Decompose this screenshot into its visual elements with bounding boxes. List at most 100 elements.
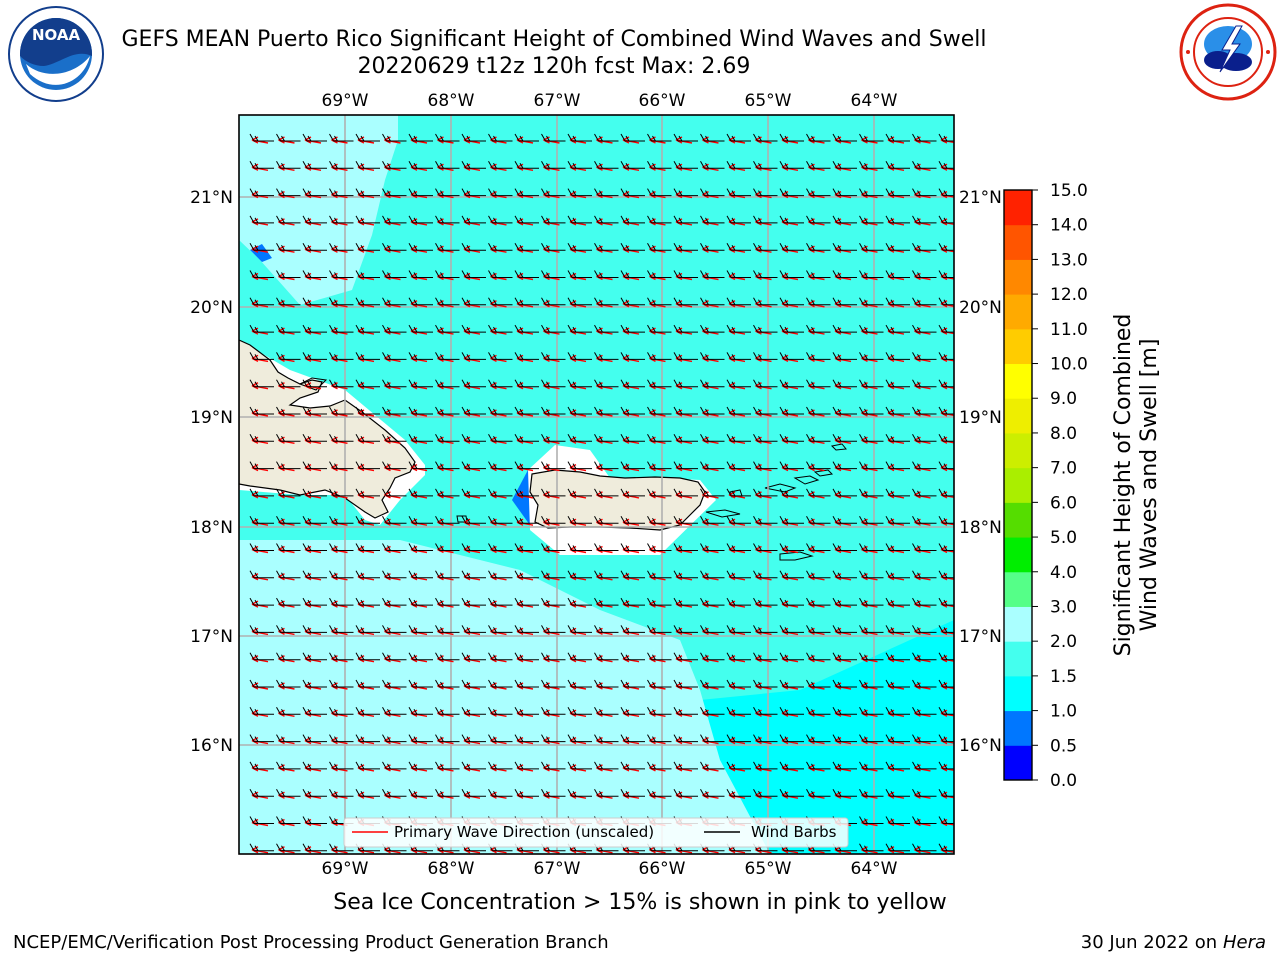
colorbar-swatch [1004, 502, 1032, 538]
wind-barb [249, 570, 274, 579]
wind-barb [779, 297, 804, 306]
wind-barb [726, 133, 751, 142]
wind-barb [673, 188, 698, 197]
wind-barb [779, 434, 804, 442]
wind-barb [488, 215, 513, 224]
colorbar-swatch [1004, 467, 1032, 503]
wind-barb [329, 270, 354, 278]
lon-label-top: 68°W [428, 91, 475, 111]
wind-barb [673, 242, 698, 251]
wind-barb [594, 597, 619, 606]
wind-barb [382, 761, 407, 770]
wind-barb [435, 270, 460, 278]
wind-barb [700, 352, 725, 360]
colorbar-tick-label: 1.5 [1050, 667, 1077, 687]
colorbar-tick-label: 8.0 [1050, 424, 1077, 444]
wind-barb [779, 788, 804, 797]
wind-barb [779, 215, 804, 224]
wind-barb [567, 652, 592, 661]
wind-barb [249, 679, 274, 688]
wind-barb [753, 270, 778, 278]
wind-barb [382, 188, 407, 197]
wind-barb [594, 734, 619, 743]
wind-barb [329, 734, 354, 743]
lat-label-right: 17°N [959, 627, 1002, 647]
wind-barb [461, 215, 486, 224]
wind-barb [620, 461, 645, 470]
wind-barb [779, 133, 804, 142]
wind-barb [620, 515, 645, 524]
lon-label-top: 67°W [534, 91, 581, 111]
wind-barb [620, 488, 645, 497]
colorbar-title-line1: Significant Height of Combined [1111, 314, 1136, 657]
wind-barb [620, 625, 645, 633]
wind-barb [726, 188, 751, 197]
wind-barb [355, 488, 380, 497]
wind-barb [938, 324, 954, 333]
wind-barb [488, 161, 513, 169]
wind-barb [435, 406, 460, 415]
wind-barb [567, 297, 592, 306]
wind-barb [779, 242, 804, 251]
wind-barb [938, 816, 954, 824]
wind-barb [912, 406, 937, 415]
wind-barb [382, 297, 407, 306]
sea-deep-spot-1 [250, 244, 272, 262]
wind-barb [567, 707, 592, 715]
wind-barb [355, 707, 380, 715]
wind-barb [276, 379, 301, 388]
wind-barb [594, 242, 619, 251]
wind-barb [700, 434, 725, 442]
wind-barb [408, 515, 433, 524]
wind-barb [938, 679, 954, 688]
wind-barb [302, 761, 327, 770]
wind-barb [912, 679, 937, 688]
sea-deep-spot-3 [512, 470, 532, 528]
wind-barb [329, 597, 354, 606]
island-anegada [830, 443, 847, 451]
colorbar-swatch [1004, 432, 1032, 469]
wind-barb [885, 379, 910, 388]
wind-barb [302, 242, 327, 251]
wind-barb [753, 379, 778, 388]
wind-barb [408, 161, 433, 169]
wind-barb [302, 679, 327, 688]
wind-barb [647, 406, 672, 415]
wind-barb [329, 625, 354, 633]
wind-barb [753, 352, 778, 360]
wind-barb [620, 297, 645, 306]
wind-barb [726, 788, 751, 797]
wind-barb [567, 679, 592, 688]
wind-barb [673, 488, 698, 497]
wind-barb [541, 515, 566, 524]
wind-barb [488, 788, 513, 797]
wind-barb [355, 625, 380, 633]
wind-barb [249, 297, 274, 306]
wind-barb [541, 406, 566, 415]
wind-barb [329, 297, 354, 306]
wind-barb [514, 133, 539, 142]
island-st-thomas [764, 483, 797, 493]
wind-barb [382, 352, 407, 360]
wind-barb [435, 543, 460, 551]
wind-barb [832, 761, 857, 770]
wind-barb [806, 625, 831, 633]
wind-barb [541, 788, 566, 797]
lat-labels-right: 21°N 20°N 19°N 18°N 17°N 16°N [959, 188, 1002, 756]
wind-barb [435, 652, 460, 661]
wind-barb [488, 270, 513, 278]
lon-label-bottom: 64°W [851, 859, 898, 879]
wind-barb [249, 816, 274, 824]
wind-barb [859, 188, 884, 197]
colorbar-tick-label: 7.0 [1050, 459, 1077, 479]
wind-barb [726, 761, 751, 770]
wind-barb [673, 570, 698, 579]
wind-barb [329, 352, 354, 360]
wind-barb [302, 816, 327, 824]
wind-barb [779, 761, 804, 770]
wind-barb [514, 652, 539, 661]
footer-date-text: 30 Jun 2022 on [1080, 932, 1218, 953]
colorbar-swatch [1004, 224, 1032, 260]
wind-barb [488, 652, 513, 661]
wind-barb [885, 215, 910, 224]
